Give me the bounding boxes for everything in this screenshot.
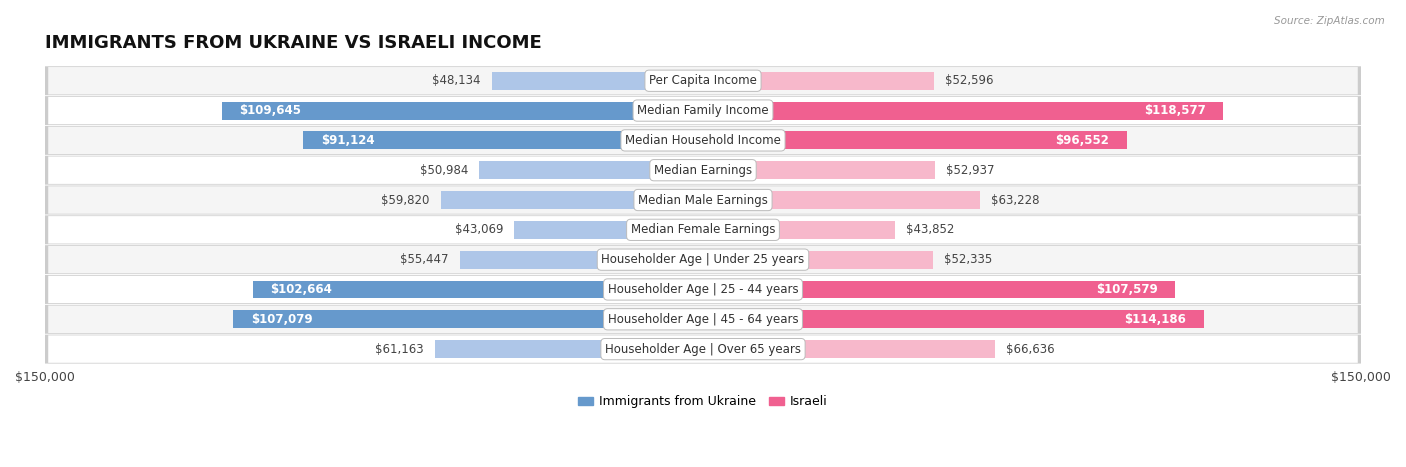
Text: Per Capita Income: Per Capita Income bbox=[650, 74, 756, 87]
Bar bbox=[703, 251, 932, 269]
Text: $109,645: $109,645 bbox=[239, 104, 301, 117]
Bar bbox=[492, 72, 703, 90]
Text: $63,228: $63,228 bbox=[991, 193, 1040, 206]
Text: $55,447: $55,447 bbox=[401, 253, 449, 266]
FancyBboxPatch shape bbox=[45, 156, 1361, 184]
Text: Householder Age | Over 65 years: Householder Age | Over 65 years bbox=[605, 343, 801, 355]
Text: $59,820: $59,820 bbox=[381, 193, 430, 206]
Bar bbox=[222, 102, 703, 120]
Text: Median Male Earnings: Median Male Earnings bbox=[638, 193, 768, 206]
FancyBboxPatch shape bbox=[48, 246, 1358, 273]
FancyBboxPatch shape bbox=[48, 305, 1358, 333]
Text: Source: ZipAtlas.com: Source: ZipAtlas.com bbox=[1274, 16, 1385, 26]
FancyBboxPatch shape bbox=[45, 185, 1361, 214]
Text: $52,937: $52,937 bbox=[946, 164, 994, 177]
FancyBboxPatch shape bbox=[48, 216, 1358, 244]
Text: $48,134: $48,134 bbox=[433, 74, 481, 87]
Bar bbox=[460, 251, 703, 269]
Text: Median Female Earnings: Median Female Earnings bbox=[631, 223, 775, 236]
Text: $43,069: $43,069 bbox=[454, 223, 503, 236]
Bar bbox=[703, 72, 934, 90]
FancyBboxPatch shape bbox=[45, 66, 1361, 95]
FancyBboxPatch shape bbox=[48, 156, 1358, 184]
FancyBboxPatch shape bbox=[45, 335, 1361, 364]
FancyBboxPatch shape bbox=[48, 67, 1358, 94]
Text: Householder Age | Under 25 years: Householder Age | Under 25 years bbox=[602, 253, 804, 266]
Text: $61,163: $61,163 bbox=[375, 343, 423, 355]
Text: $43,852: $43,852 bbox=[907, 223, 955, 236]
Text: $118,577: $118,577 bbox=[1144, 104, 1206, 117]
Bar bbox=[703, 340, 995, 358]
FancyBboxPatch shape bbox=[48, 97, 1358, 124]
Text: $96,552: $96,552 bbox=[1054, 134, 1109, 147]
FancyBboxPatch shape bbox=[45, 245, 1361, 274]
Legend: Immigrants from Ukraine, Israeli: Immigrants from Ukraine, Israeli bbox=[574, 390, 832, 413]
Text: $91,124: $91,124 bbox=[321, 134, 374, 147]
Bar bbox=[703, 131, 1126, 149]
Bar bbox=[515, 221, 703, 239]
Text: Householder Age | 45 - 64 years: Householder Age | 45 - 64 years bbox=[607, 313, 799, 326]
Text: $107,079: $107,079 bbox=[250, 313, 312, 326]
Bar bbox=[253, 281, 703, 298]
Text: $50,984: $50,984 bbox=[420, 164, 468, 177]
Bar bbox=[434, 340, 703, 358]
FancyBboxPatch shape bbox=[45, 305, 1361, 334]
Text: IMMIGRANTS FROM UKRAINE VS ISRAELI INCOME: IMMIGRANTS FROM UKRAINE VS ISRAELI INCOM… bbox=[45, 34, 541, 52]
Text: Median Earnings: Median Earnings bbox=[654, 164, 752, 177]
Bar bbox=[703, 281, 1175, 298]
Text: Median Family Income: Median Family Income bbox=[637, 104, 769, 117]
FancyBboxPatch shape bbox=[48, 276, 1358, 303]
FancyBboxPatch shape bbox=[45, 275, 1361, 304]
FancyBboxPatch shape bbox=[45, 215, 1361, 244]
Text: Householder Age | 25 - 44 years: Householder Age | 25 - 44 years bbox=[607, 283, 799, 296]
FancyBboxPatch shape bbox=[48, 127, 1358, 154]
Bar bbox=[304, 131, 703, 149]
Bar bbox=[703, 311, 1204, 328]
Text: $66,636: $66,636 bbox=[1007, 343, 1054, 355]
Text: $52,596: $52,596 bbox=[945, 74, 993, 87]
Bar bbox=[703, 221, 896, 239]
Bar bbox=[440, 191, 703, 209]
Text: $52,335: $52,335 bbox=[943, 253, 991, 266]
Text: $114,186: $114,186 bbox=[1125, 313, 1187, 326]
Bar bbox=[703, 191, 980, 209]
FancyBboxPatch shape bbox=[48, 335, 1358, 363]
Text: $102,664: $102,664 bbox=[270, 283, 332, 296]
FancyBboxPatch shape bbox=[45, 126, 1361, 155]
Bar bbox=[479, 161, 703, 179]
Bar bbox=[233, 311, 703, 328]
FancyBboxPatch shape bbox=[48, 186, 1358, 214]
Text: $107,579: $107,579 bbox=[1095, 283, 1157, 296]
FancyBboxPatch shape bbox=[45, 96, 1361, 125]
Bar bbox=[703, 102, 1223, 120]
Bar bbox=[703, 161, 935, 179]
Text: Median Household Income: Median Household Income bbox=[626, 134, 780, 147]
